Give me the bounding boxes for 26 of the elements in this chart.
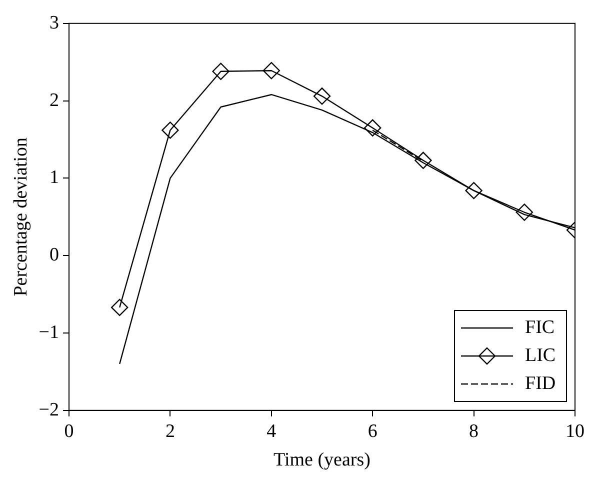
point [414, 152, 432, 169]
point [111, 298, 128, 316]
point [364, 119, 382, 136]
y-tick-label: 3 [50, 12, 60, 34]
x-axis-title: Time (years) [274, 450, 370, 471]
x-tick-label: 10 [566, 420, 584, 442]
x-tick-label: 2 [165, 420, 175, 442]
y-tick-label: 2 [50, 90, 60, 111]
x-tick-label: 8 [469, 420, 479, 442]
x-tick-label: 6 [368, 420, 378, 442]
point [162, 122, 179, 139]
point [313, 88, 331, 105]
legend-label: FIC [525, 317, 555, 340]
x-tick-label: 0 [64, 420, 74, 442]
point [465, 182, 482, 200]
point [262, 62, 280, 80]
x-tick-label: 4 [266, 420, 277, 442]
y-axis-title: Percentage deviation [10, 137, 32, 296]
y-tick-label: −2 [38, 399, 60, 420]
point [212, 62, 230, 80]
y-tick-label: 1 [50, 167, 60, 188]
legend-label: LIC [525, 345, 556, 368]
y-tick-label: 0 [50, 244, 60, 266]
point [516, 204, 533, 221]
y-tick-label: −1 [38, 322, 60, 343]
legend-label: FID [525, 373, 556, 396]
